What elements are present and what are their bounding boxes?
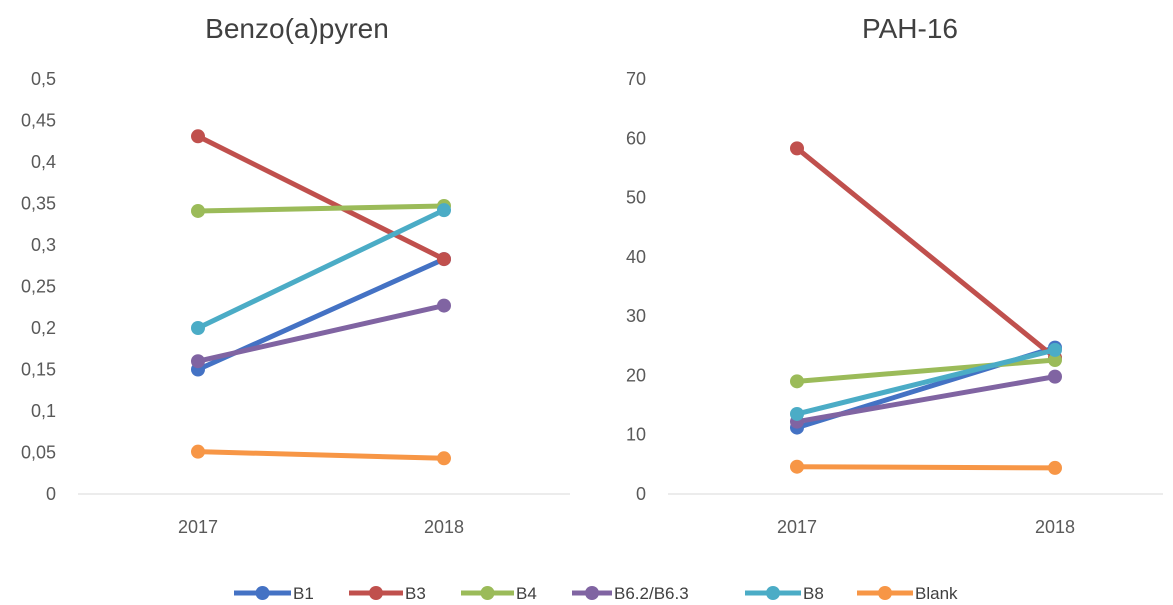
legend-label: Blank [915, 584, 958, 603]
data-point [191, 354, 205, 369]
series-line [195, 303, 447, 364]
y-tick-label: 60 [626, 128, 646, 148]
data-point [790, 406, 804, 421]
legend: B1 B3 B4 B6.2/B6.3 B8 Blank [234, 584, 958, 603]
legend-item: Blank [857, 584, 958, 603]
series-b8 [191, 203, 451, 335]
y-tick-label: 0,25 [21, 277, 56, 297]
series-b4 [191, 198, 451, 218]
y-tick-label: 0,4 [31, 152, 56, 172]
y-tick-label: 30 [626, 306, 646, 326]
series-line [794, 357, 1058, 384]
series-b3 [790, 141, 1062, 365]
legend-label: B6.2/B6.3 [614, 584, 689, 603]
y-tick-label: 0,3 [31, 235, 56, 255]
y-tick-label: 50 [626, 188, 646, 208]
y-tick-label: 0,5 [31, 69, 56, 89]
legend-item: B4 [461, 584, 537, 603]
legend-item: B6.2/B6.3 [572, 584, 689, 603]
series-line [195, 133, 447, 262]
series-line [794, 347, 1058, 417]
y-tick-label: 0 [636, 484, 646, 504]
series-line [195, 207, 447, 331]
y-tick-label: 0,15 [21, 360, 56, 380]
series-b3 [191, 129, 451, 267]
data-point [1048, 369, 1062, 384]
data-point [790, 141, 804, 156]
data-point [191, 129, 205, 144]
y-tick-label: 0,35 [21, 194, 56, 214]
data-point [1048, 353, 1062, 368]
series-b4 [790, 353, 1062, 389]
data-point [191, 444, 205, 459]
series-b6-2-b6-3 [191, 298, 451, 369]
x-tick-label: 2018 [1035, 517, 1075, 537]
legend-label: B3 [405, 584, 426, 603]
series-line [195, 449, 447, 461]
series-blank [191, 444, 451, 466]
benzo-a-pyren-chart: Benzo(a)pyren 0 0,05 0,1 0,15 0,2 0,25 0,3 0,35… [21, 13, 570, 537]
y-tick-label: 0,05 [21, 443, 56, 463]
data-point [437, 252, 451, 267]
legend-item: B8 [745, 584, 824, 603]
legend-item: B3 [349, 584, 426, 603]
legend-marker-icon [480, 586, 495, 600]
data-point [1048, 460, 1062, 475]
y-tick-label: 10 [626, 425, 646, 445]
legend-marker-icon [369, 586, 383, 600]
series-blank [790, 459, 1062, 475]
legend-label: B4 [516, 584, 537, 603]
legend-label: B1 [293, 584, 314, 603]
y-tick-label: 40 [626, 247, 646, 267]
data-point [790, 459, 804, 474]
data-point [790, 374, 804, 389]
legend-label: B8 [803, 584, 824, 603]
series-b1 [790, 340, 1062, 435]
legend-marker-icon [878, 586, 892, 600]
legend-marker-icon [255, 586, 270, 600]
x-tick-label: 2017 [777, 517, 817, 537]
series-line [794, 145, 1058, 361]
data-point [1048, 342, 1062, 357]
data-point [191, 321, 205, 335]
x-tick-label: 2017 [178, 517, 218, 537]
data-point [437, 298, 451, 313]
y-tick-label: 0,1 [31, 401, 56, 421]
chart-title: PAH-16 [862, 13, 958, 44]
y-tick-label: 20 [626, 365, 646, 385]
data-point [191, 203, 205, 218]
series-line [794, 374, 1058, 425]
y-tick-label: 0,2 [31, 318, 56, 338]
data-point [437, 451, 451, 466]
series-line [195, 203, 447, 214]
chart-title: Benzo(a)pyren [205, 13, 389, 44]
y-tick-label: 70 [626, 69, 646, 89]
series-b8 [790, 342, 1062, 421]
pah-16-chart: PAH-16 0 10 20 30 40 50 60 70 2017 2018 [626, 13, 1163, 537]
legend-marker-icon [585, 586, 599, 600]
y-tick-label: 0,45 [21, 111, 56, 131]
x-tick-label: 2018 [424, 517, 464, 537]
legend-marker-icon [766, 586, 780, 600]
y-tick-label: 0 [46, 484, 56, 504]
legend-item: B1 [234, 584, 314, 603]
series-line [794, 464, 1058, 471]
data-point [437, 203, 451, 218]
